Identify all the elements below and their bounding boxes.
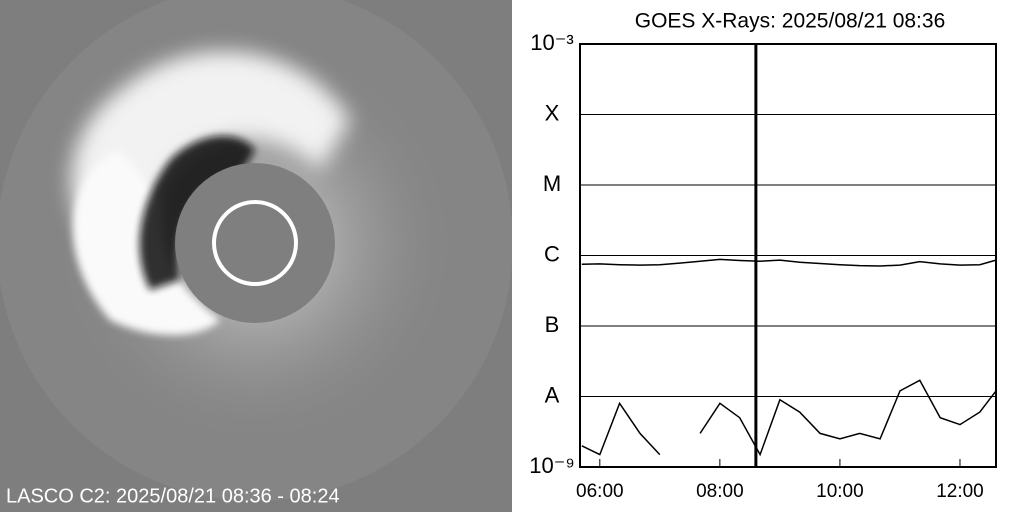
- x-tick-label: 08:00: [696, 481, 744, 502]
- y-tick-label: 10⁻³: [530, 30, 573, 55]
- y-tick-label: A: [545, 382, 560, 407]
- plot-frame: [579, 43, 997, 468]
- y-tick-label: X: [545, 100, 560, 125]
- y-tick-label: C: [544, 241, 560, 266]
- flux-line: [581, 258, 997, 267]
- x-tick-label: 12:00: [936, 481, 984, 502]
- y-tick-label: 10⁻⁹: [529, 453, 575, 478]
- x-tick-label: 10:00: [816, 481, 864, 502]
- y-tick-label: B: [545, 312, 560, 337]
- chart-title: GOES X-Rays: 2025/08/21 08:36: [635, 10, 946, 33]
- coronagraph-image: LASCO C2: 2025/08/21 08:36 - 08:24: [0, 0, 513, 512]
- x-tick-label: 06:00: [576, 481, 624, 502]
- image-caption: LASCO C2: 2025/08/21 08:36 - 08:24: [6, 485, 340, 507]
- y-tick-label: M: [543, 171, 561, 196]
- flux-line: [581, 379, 997, 457]
